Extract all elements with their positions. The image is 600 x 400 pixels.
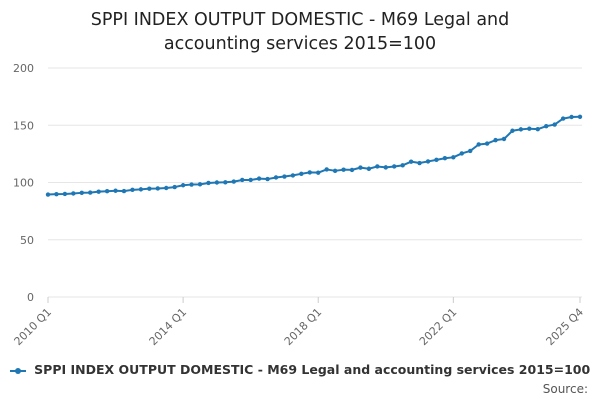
- data-point[interactable]: [256, 176, 262, 181]
- y-tick-label: 50: [20, 234, 34, 247]
- data-point[interactable]: [425, 159, 431, 164]
- source-label: Source:: [542, 382, 588, 396]
- data-point[interactable]: [79, 190, 84, 196]
- data-point[interactable]: [130, 187, 135, 193]
- data-point[interactable]: [544, 123, 549, 129]
- y-tick-label: 200: [13, 62, 34, 75]
- data-point[interactable]: [214, 180, 220, 185]
- legend-marker-icon: [9, 366, 26, 376]
- x-tick-label: 2018 Q1: [282, 306, 325, 349]
- chart-title: SPPI INDEX OUTPUT DOMESTIC - M69 Legal a…: [0, 8, 600, 56]
- data-point[interactable]: [349, 167, 355, 173]
- x-axis-ticks: 2010 Q1 2014 Q1 2018 Q1 2022 Q1 2025 Q4: [12, 297, 587, 349]
- data-point[interactable]: [290, 173, 296, 178]
- data-point[interactable]: [147, 186, 152, 191]
- data-point[interactable]: [577, 114, 583, 119]
- y-tick-label: 100: [13, 177, 34, 190]
- data-point[interactable]: [468, 148, 473, 154]
- data-point[interactable]: [223, 180, 228, 185]
- data-point[interactable]: [408, 159, 414, 164]
- data-point[interactable]: [383, 165, 388, 170]
- data-point[interactable]: [392, 164, 397, 169]
- data-point[interactable]: [206, 180, 211, 186]
- data-point[interactable]: [442, 156, 448, 161]
- data-point[interactable]: [71, 191, 76, 196]
- data-point[interactable]: [155, 186, 160, 191]
- data-point[interactable]: [501, 136, 507, 142]
- data-point[interactable]: [282, 174, 287, 179]
- data-point[interactable]: [96, 189, 101, 194]
- data-point[interactable]: [45, 192, 51, 197]
- data-point[interactable]: [358, 165, 363, 170]
- data-point[interactable]: [164, 185, 169, 191]
- data-point[interactable]: [417, 160, 422, 166]
- data-point[interactable]: [88, 190, 93, 195]
- data-point[interactable]: [248, 177, 253, 183]
- data-point[interactable]: [240, 177, 245, 183]
- data-point[interactable]: [527, 126, 532, 131]
- data-point[interactable]: [273, 175, 279, 180]
- data-point[interactable]: [484, 141, 490, 146]
- data-point[interactable]: [535, 126, 540, 132]
- data-point[interactable]: [366, 166, 372, 171]
- data-point[interactable]: [518, 127, 524, 132]
- data-point[interactable]: [552, 122, 557, 127]
- data-point[interactable]: [434, 157, 439, 163]
- chart-title-line-2: accounting services 2015=100: [163, 34, 437, 54]
- data-point[interactable]: [307, 170, 312, 175]
- data-point[interactable]: [324, 167, 329, 172]
- data-point[interactable]: [476, 142, 481, 147]
- data-point[interactable]: [341, 167, 346, 172]
- data-point[interactable]: [510, 128, 515, 133]
- data-point[interactable]: [332, 168, 338, 174]
- y-tick-label: 0: [27, 291, 34, 304]
- x-tick-label: 2022 Q1: [417, 306, 460, 349]
- data-point[interactable]: [121, 188, 127, 194]
- x-tick-label: 2014 Q1: [147, 306, 190, 349]
- legend[interactable]: SPPI INDEX OUTPUT DOMESTIC - M69 Legal a…: [0, 362, 600, 377]
- y-tick-label: 150: [13, 119, 34, 132]
- data-point[interactable]: [400, 163, 405, 168]
- grid-lines: [48, 67, 582, 298]
- data-point[interactable]: [375, 164, 380, 169]
- data-point[interactable]: [231, 179, 236, 184]
- y-axis-ticks: 0 50 100 150 200: [13, 62, 34, 304]
- data-point[interactable]: [197, 182, 203, 187]
- legend-label: SPPI INDEX OUTPUT DOMESTIC - M69 Legal a…: [34, 362, 591, 377]
- chart-title-line-1: SPPI INDEX OUTPUT DOMESTIC - M69 Legal a…: [90, 10, 510, 30]
- data-point[interactable]: [265, 176, 270, 182]
- data-point[interactable]: [113, 188, 118, 193]
- data-point[interactable]: [493, 137, 498, 143]
- x-tick-label: 2025 Q4: [544, 306, 587, 349]
- data-point[interactable]: [189, 182, 194, 187]
- data-point[interactable]: [104, 189, 110, 194]
- data-point[interactable]: [569, 114, 574, 120]
- data-point[interactable]: [299, 171, 304, 176]
- data-point[interactable]: [451, 155, 456, 160]
- series-line: [47, 115, 581, 196]
- series-group: [45, 114, 583, 197]
- data-point[interactable]: [459, 151, 464, 156]
- data-point[interactable]: [172, 184, 177, 190]
- data-point[interactable]: [316, 170, 321, 175]
- data-point[interactable]: [54, 191, 59, 197]
- data-point[interactable]: [560, 116, 566, 121]
- data-point[interactable]: [138, 187, 144, 192]
- data-point[interactable]: [180, 183, 186, 188]
- x-tick-label: 2010 Q1: [12, 306, 55, 349]
- data-point[interactable]: [62, 191, 68, 197]
